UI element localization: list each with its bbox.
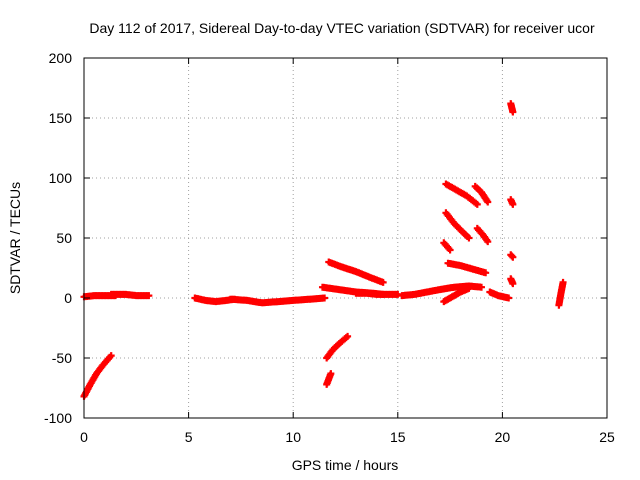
data-series-arc-14 [442,209,473,242]
data-point [482,269,490,277]
x-tick-label: 25 [599,429,615,445]
data-point [509,280,517,288]
data-series-arc-15 [440,239,454,254]
data-point [465,234,473,242]
y-tick-label: 150 [49,110,73,126]
y-tick-label: -50 [52,350,72,366]
data-series-arc-20 [507,100,517,116]
data-point [473,200,481,208]
data-series-arc-2 [107,290,153,300]
data-series-arc-12 [440,284,473,306]
data-point [107,352,115,360]
x-tick-label: 0 [80,429,88,445]
data-points [80,100,567,400]
data-series-arc-9 [323,370,335,388]
axis-ticks [83,57,608,419]
data-point [484,238,492,246]
data-point [477,283,485,291]
data-series-arc-10 [352,289,402,298]
data-point [509,108,517,116]
data-point [321,294,329,302]
x-tick-label: 20 [495,429,511,445]
data-series-arc-7 [325,258,387,286]
data-point [505,294,513,302]
x-axis-label: GPS time / hours [292,457,399,473]
data-series-arc-19 [486,288,513,302]
x-tick-labels: 0 5 10 15 20 25 [80,429,615,445]
data-point [484,198,492,206]
data-series-arc-3 [80,352,115,400]
data-series-arc-5 [226,294,329,307]
x-tick-label: 10 [285,429,301,445]
data-point [509,200,517,208]
y-tick-label: 0 [64,290,72,306]
y-tick-label: 100 [49,170,73,186]
data-series-arc-13 [442,180,481,208]
x-tick-label: 15 [390,429,406,445]
y-tick-label: 50 [56,230,72,246]
chart-title: Day 112 of 2017, Sidereal Day-to-day VTE… [89,20,595,36]
data-point [344,332,352,340]
data-point [465,284,473,292]
data-series-arc-11 [398,282,485,300]
data-series-arc-16 [444,259,490,277]
data-series-arc-23 [507,275,517,288]
x-tick-label: 5 [185,429,193,445]
data-point [446,246,454,254]
y-tick-label: 200 [49,50,73,66]
grid-lines [84,58,607,418]
data-series-arc-17 [471,182,492,206]
data-series-arc-21 [507,196,517,208]
data-point [327,370,335,378]
data-series-arc-22 [507,251,517,261]
data-point [145,292,153,300]
y-axis-label: SDTVAR / TECUs [7,182,23,294]
data-point [509,253,517,261]
data-series-arc-24 [555,278,567,309]
data-series-arc-18 [473,224,492,246]
data-point [379,278,387,286]
data-point [559,278,567,286]
data-series-arc-8 [323,332,352,362]
y-tick-labels: -100 -50 0 50 100 150 200 [44,50,72,426]
y-tick-label: -100 [44,410,72,426]
